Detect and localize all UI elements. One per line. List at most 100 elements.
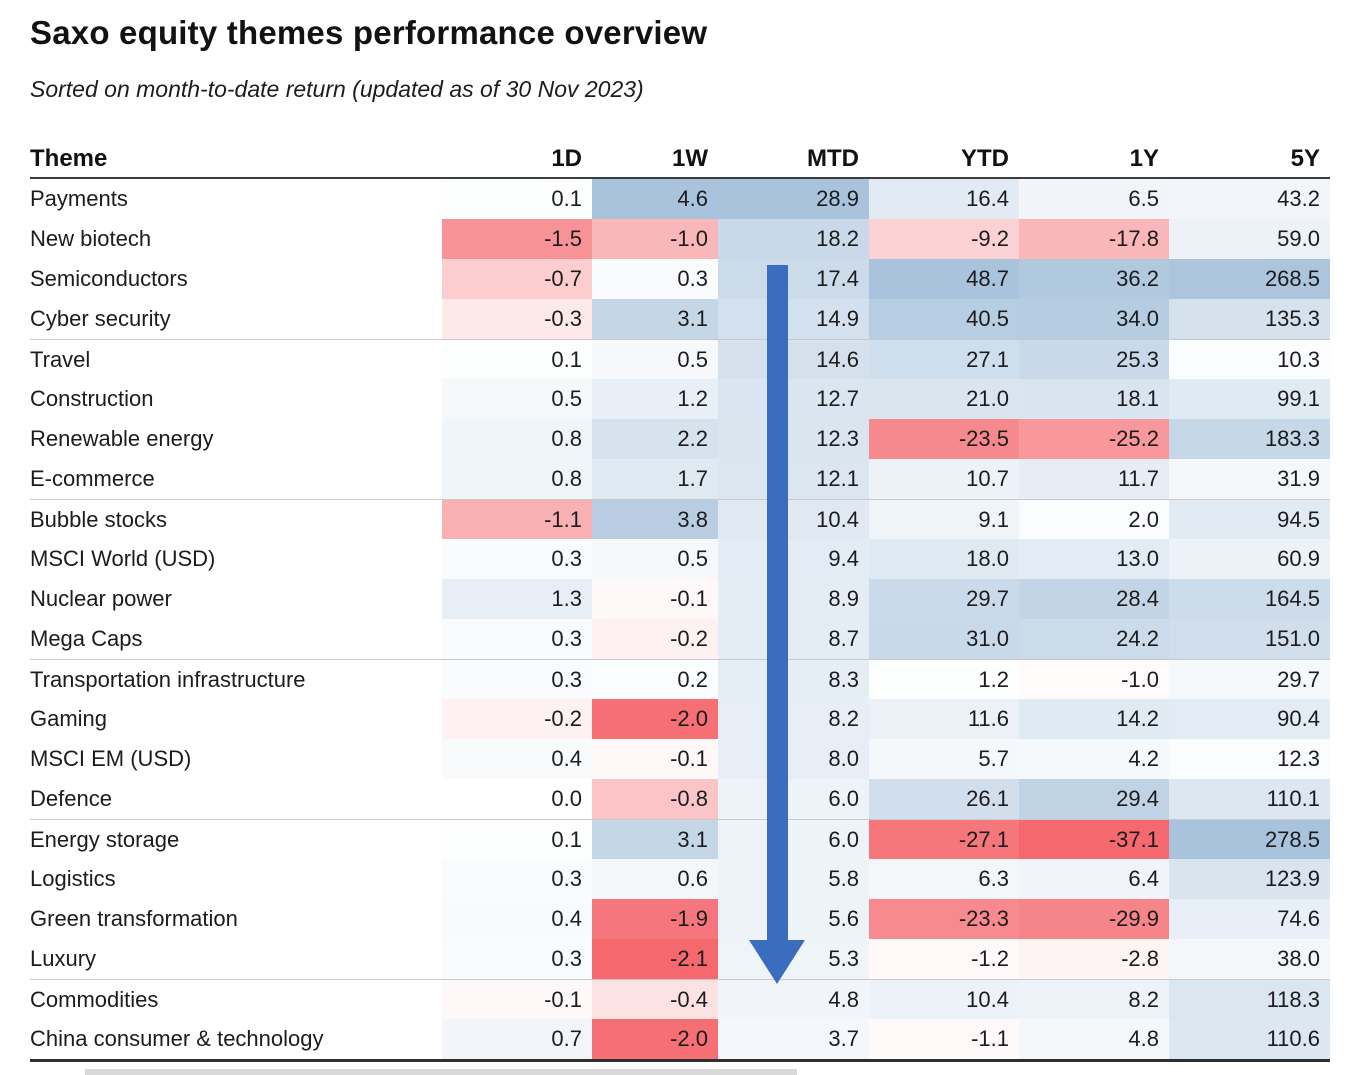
value-cell: 12.3 (1169, 739, 1330, 779)
value-cell: 0.2 (592, 660, 718, 699)
table-row: E-commerce 0.8 1.7 12.1 10.7 11.7 31.9 (30, 459, 1330, 499)
column-header-mtd: MTD (807, 145, 859, 172)
value-cell: 6.3 (869, 859, 1019, 899)
value-cell: 24.2 (1019, 619, 1169, 659)
table-row: Bubble stocks -1.1 3.8 10.4 9.1 2.0 94.5 (30, 499, 1330, 539)
value-cell: -1.0 (1019, 660, 1169, 699)
table-row: Transportation infrastructure 0.3 0.2 8.3 1.… (30, 659, 1330, 699)
value-cell: 0.3 (442, 539, 592, 579)
value-cell: 1.2 (592, 379, 718, 419)
value-cell: 3.1 (592, 820, 718, 859)
value-cell: 25.3 (1019, 340, 1169, 379)
value-cell: 0.1 (442, 340, 592, 379)
value-cell: 8.9 (718, 579, 869, 619)
value-cell: 4.8 (1019, 1019, 1169, 1059)
value-cell: -29.9 (1019, 899, 1169, 939)
value-cell: 17.4 (718, 259, 869, 299)
value-cell: 14.6 (718, 340, 869, 379)
theme-cell: New biotech (30, 226, 152, 251)
value-cell: -23.3 (869, 899, 1019, 939)
value-cell: 110.1 (1169, 779, 1330, 819)
value-cell: 29.7 (1169, 660, 1330, 699)
value-cell: 28.4 (1019, 579, 1169, 619)
value-cell: -23.5 (869, 419, 1019, 459)
value-cell: 94.5 (1169, 500, 1330, 539)
value-cell: -1.9 (592, 899, 718, 939)
value-cell: -0.7 (442, 259, 592, 299)
value-cell: 5.8 (718, 859, 869, 899)
value-cell: 0.3 (442, 619, 592, 659)
page-title: Saxo equity themes performance overview (30, 14, 708, 51)
value-cell: 10.4 (869, 980, 1019, 1019)
theme-cell: China consumer & technology (30, 1026, 324, 1051)
column-header-ytd: YTD (961, 145, 1009, 172)
value-cell: -2.0 (592, 699, 718, 739)
value-cell: -37.1 (1019, 820, 1169, 859)
value-cell: 8.3 (718, 660, 869, 699)
value-cell: -2.1 (592, 939, 718, 979)
value-cell: 9.4 (718, 539, 869, 579)
column-header-5y: 5Y (1290, 145, 1320, 172)
value-cell: -0.1 (592, 579, 718, 619)
table-row: Mega Caps 0.3 -0.2 8.7 31.0 24.2 151.0 (30, 619, 1330, 659)
value-cell: 99.1 (1169, 379, 1330, 419)
value-cell: 59.0 (1169, 219, 1330, 259)
value-cell: 18.2 (718, 219, 869, 259)
theme-cell: Luxury (30, 946, 97, 971)
value-cell: -9.2 (869, 219, 1019, 259)
table-row: China consumer & technology 0.7 -2.0 3.7 -1.… (30, 1019, 1330, 1059)
value-cell: 151.0 (1169, 619, 1330, 659)
table-row: Green transformation 0.4 -1.9 5.6 -23.3 -29.9… (30, 899, 1330, 939)
theme-cell: Cyber security (30, 306, 171, 331)
value-cell: 0.4 (442, 739, 592, 779)
theme-cell: Commodities (30, 986, 159, 1012)
value-cell: 110.6 (1169, 1019, 1330, 1059)
value-cell: 43.2 (1169, 179, 1330, 219)
value-cell: 0.6 (592, 859, 718, 899)
value-cell: 0.0 (442, 779, 592, 819)
value-cell: -17.8 (1019, 219, 1169, 259)
value-cell: -1.1 (442, 500, 592, 539)
value-cell: 21.0 (869, 379, 1019, 419)
table-row: Nuclear power 1.3 -0.1 8.9 29.7 28.4 164.5 (30, 579, 1330, 619)
value-cell: -0.8 (592, 779, 718, 819)
theme-cell: Renewable energy (30, 426, 214, 451)
value-cell: 8.2 (718, 699, 869, 739)
value-cell: 118.3 (1169, 980, 1330, 1019)
table-body: Payments 0.1 4.6 28.9 16.4 6.5 43.2 New biotech… (30, 179, 1330, 1062)
value-cell: 5.6 (718, 899, 869, 939)
value-cell: -1.2 (869, 939, 1019, 979)
theme-cell: Energy storage (30, 826, 180, 852)
theme-cell: Bubble stocks (30, 506, 167, 532)
table-row: Construction 0.5 1.2 12.7 21.0 18.1 99.1 (30, 379, 1330, 419)
value-cell: 10.4 (718, 500, 869, 539)
value-cell: 31.9 (1169, 459, 1330, 499)
theme-cell: Payments (30, 186, 128, 211)
theme-cell: Logistics (30, 866, 116, 891)
value-cell: 40.5 (869, 299, 1019, 339)
value-cell: 38.0 (1169, 939, 1330, 979)
value-cell: 5.3 (718, 939, 869, 979)
value-cell: 31.0 (869, 619, 1019, 659)
table-row: Commodities -0.1 -0.4 4.8 10.4 8.2 118.3 (30, 979, 1330, 1019)
theme-cell: Construction (30, 386, 154, 411)
value-cell: 0.1 (442, 820, 592, 859)
value-cell: -1.1 (869, 1019, 1019, 1059)
value-cell: 6.0 (718, 820, 869, 859)
theme-cell: Defence (30, 786, 112, 811)
value-cell: 11.6 (869, 699, 1019, 739)
value-cell: 0.3 (442, 939, 592, 979)
table-row: MSCI World (USD) 0.3 0.5 9.4 18.0 13.0 60.9 (30, 539, 1330, 579)
value-cell: 123.9 (1169, 859, 1330, 899)
value-cell: 0.3 (442, 859, 592, 899)
value-cell: -0.2 (592, 619, 718, 659)
value-cell: 18.0 (869, 539, 1019, 579)
table-row: New biotech -1.5 -1.0 18.2 -9.2 -17.8 59.0 (30, 219, 1330, 259)
value-cell: 48.7 (869, 259, 1019, 299)
value-cell: 4.2 (1019, 739, 1169, 779)
value-cell: 3.8 (592, 500, 718, 539)
value-cell: 4.8 (718, 980, 869, 1019)
value-cell: 164.5 (1169, 579, 1330, 619)
table-row: Payments 0.1 4.6 28.9 16.4 6.5 43.2 (30, 179, 1330, 219)
